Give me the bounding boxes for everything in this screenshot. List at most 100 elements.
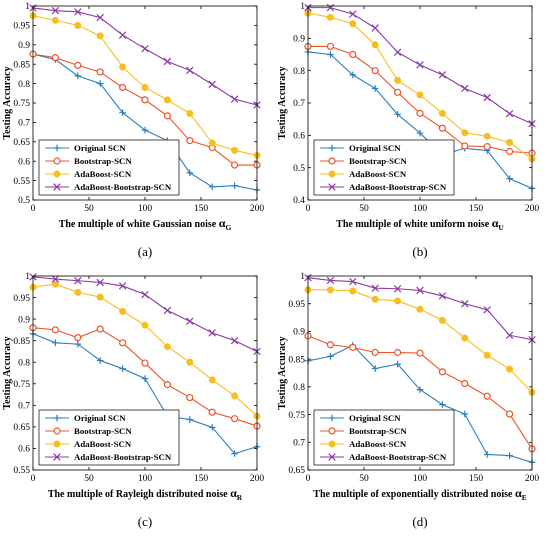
y-tick-label: 0.7 [293, 99, 305, 109]
data-point [394, 76, 402, 84]
legend-swatch-marker [53, 427, 61, 435]
data-point [416, 109, 424, 117]
legend-entry: Original SCN [45, 143, 126, 153]
data-point [186, 393, 194, 402]
y-tick-label: 1 [300, 2, 305, 12]
x-axis-label-text: The multiple of Rayleigh distributed noi… [48, 489, 230, 500]
x-axis-label-subscript: U [498, 223, 504, 232]
x-tick-label: 150 [194, 474, 209, 484]
data-point [163, 343, 171, 351]
data-point [208, 376, 216, 384]
axes: 0 50 100 150 200 0.5 0.55 0.6 0.65 0.7 0.75 0.8 0.85… [13, 2, 264, 214]
x-tick-label: 150 [469, 474, 484, 484]
legend-entry: AdaBoost-SCN [320, 169, 407, 179]
data-point [371, 348, 379, 357]
data-point [230, 336, 239, 345]
data-point [461, 379, 469, 388]
legend-entry: AdaBoost-Bootstrap-SCN [45, 452, 172, 462]
x-axis-label: The multiple of exponentially distribute… [313, 486, 526, 502]
data-point [349, 277, 357, 286]
legend-swatch-marker [53, 157, 61, 165]
data-point [326, 341, 335, 349]
x-axis-label-symbol: α [219, 216, 226, 230]
x-axis-label: The multiple of white uniform noise αU [336, 216, 504, 232]
x-axis-label-text: The multiple of white Gaussian noise [59, 219, 219, 230]
data-point [96, 293, 104, 301]
data-point [96, 357, 104, 364]
data-point [506, 410, 514, 418]
data-point [439, 401, 446, 408]
y-tick-label: 0.9 [18, 41, 30, 51]
x-tick-label: 200 [525, 204, 540, 214]
y-tick-label: 0.9 [293, 35, 305, 45]
x-axis-label-text: The multiple of white uniform noise [336, 219, 492, 230]
panel-label: (a) [138, 244, 152, 259]
legend-label: AdaBoost-SCN [349, 169, 407, 179]
legend-swatch-marker [53, 183, 61, 191]
y-axis-label: Testing Accuracy [277, 336, 288, 409]
x-axis-label-subscript: E [522, 493, 527, 502]
data-point [371, 365, 379, 372]
data-point [51, 16, 59, 24]
data-point [119, 63, 127, 71]
series-adaboost-bootstrap-scn [304, 273, 536, 344]
data-point [461, 142, 469, 150]
x-tick-label: 200 [250, 474, 265, 484]
x-tick-label: 50 [84, 204, 94, 214]
data-point [327, 353, 334, 360]
y-tick-label: 0.55 [13, 177, 30, 187]
data-point [74, 334, 82, 342]
data-point [506, 452, 513, 459]
legend-label: Bootstrap-SCN [349, 156, 407, 166]
legend: Original SCN Bootstrap-SCN AdaBoost-SCN Ada… [313, 139, 455, 196]
legend-label: AdaBoost-Bootstrap-SCN [349, 182, 447, 192]
y-tick-label: 0.4 [293, 196, 305, 206]
data-point [506, 175, 513, 182]
series-adaboost-scn [29, 12, 261, 159]
panel-label: (b) [412, 244, 427, 259]
legend-label: AdaBoost-SCN [349, 439, 407, 449]
y-tick-label: 0.65 [13, 138, 30, 148]
data-point [74, 277, 82, 285]
data-point [119, 109, 126, 116]
legend-entry: Bootstrap-SCN [45, 426, 132, 436]
y-tick-label: 0.7 [293, 438, 305, 448]
y-tick-label: 0.95 [13, 22, 30, 32]
data-point [96, 325, 104, 333]
y-tick-label: 0.85 [288, 355, 305, 365]
legend-entry: Original SCN [320, 413, 401, 423]
data-point [51, 6, 60, 15]
data-point [186, 358, 194, 366]
legend-entry: AdaBoost-SCN [320, 439, 407, 449]
y-axis-label: Testing Accuracy [277, 66, 288, 139]
legend-label: Original SCN [74, 413, 126, 423]
data-point [208, 424, 216, 431]
chart-panel-c: 0 50 100 150 200 0.55 0.6 0.65 0.7 0.75 0.8 0.85 0.9… [0, 270, 275, 546]
x-axis-label-subscript: R [237, 493, 243, 502]
legend-label: Bootstrap-SCN [74, 426, 132, 436]
data-point [416, 286, 424, 295]
x-axis-label-symbol: α [515, 486, 522, 500]
data-point [51, 54, 60, 62]
data-point [461, 410, 469, 418]
legend-entry: Bootstrap-SCN [45, 156, 132, 166]
data-point [163, 96, 171, 104]
data-point [186, 416, 194, 423]
legend-label: Bootstrap-SCN [74, 156, 132, 166]
legend-swatch-marker [53, 144, 61, 152]
data-point [208, 183, 216, 191]
y-tick-label: 0.65 [13, 423, 30, 433]
data-point [393, 88, 402, 96]
data-point [483, 132, 491, 140]
y-tick-label: 0.9 [293, 328, 305, 338]
y-tick-label: 0.8 [18, 358, 30, 368]
x-tick-label: 0 [306, 204, 311, 214]
chart-panel-b: 0 50 100 150 200 0.4 0.5 0.6 0.7 0.8 0.9 1 Original … [275, 0, 550, 275]
series-original-scn [304, 341, 536, 466]
legend-swatch-marker [328, 183, 336, 191]
data-point [231, 146, 239, 154]
data-point [483, 451, 491, 458]
data-point [461, 299, 469, 308]
chart-d: 0 50 100 150 200 0.65 0.7 0.75 0.8 0.85 0.9 0.95 1 Or… [277, 272, 539, 529]
series-bootstrap-scn [29, 324, 261, 430]
